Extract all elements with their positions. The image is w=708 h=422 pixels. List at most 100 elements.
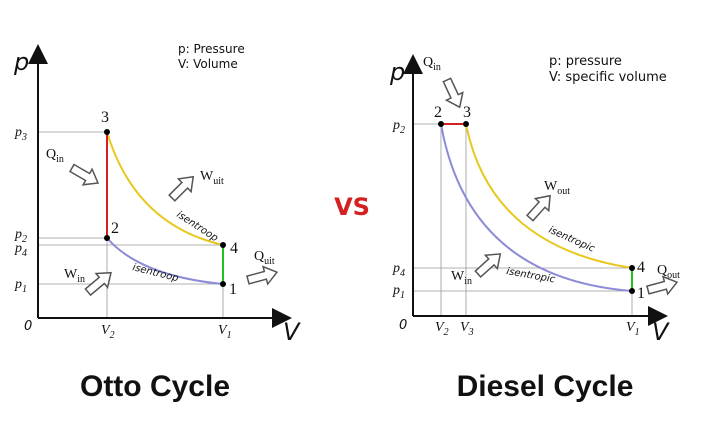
base: p [392, 283, 400, 298]
state-label: 4 [637, 259, 645, 276]
base: Q [657, 263, 667, 278]
base: W [544, 179, 558, 194]
base: V [460, 320, 470, 335]
process-label: isentropic [505, 266, 556, 285]
compression-curve [440, 123, 633, 292]
state-label: 2 [111, 220, 119, 237]
sub: out [667, 270, 680, 281]
base: Q [254, 249, 264, 264]
sub: 3 [468, 327, 474, 338]
otto-diagram: p V 0 p: Pressure V: Volume 3 2 4 1 p3 p… [13, 42, 301, 403]
sub: 2 [22, 234, 27, 245]
base: W [200, 169, 214, 184]
base: W [64, 267, 78, 282]
sub: 3 [21, 132, 27, 143]
state-point [104, 235, 110, 241]
title: Diesel Cycle [457, 370, 634, 403]
legend-item: p: Pressure [178, 42, 245, 56]
sub: 1 [400, 290, 405, 301]
base: V [218, 323, 228, 338]
work-out-label: Wout [544, 179, 570, 197]
state-label: 1 [637, 285, 645, 302]
volume-label: V1 [626, 320, 640, 338]
sub: 2 [444, 327, 449, 338]
base: p [14, 241, 22, 256]
base: W [451, 269, 465, 284]
state-point [438, 121, 444, 127]
sub: in [433, 62, 441, 73]
work-in-label: Win [64, 267, 85, 285]
state-label: 2 [434, 104, 442, 121]
heat-in-label: Qin [423, 55, 441, 73]
state-label: 4 [230, 240, 238, 257]
state-label: 3 [463, 104, 471, 121]
expansion-curve [465, 123, 633, 269]
base: Q [423, 55, 433, 70]
sub: uit [213, 176, 224, 187]
axis-label: p [13, 48, 29, 76]
sub: in [56, 154, 64, 165]
base: V [101, 323, 111, 338]
volume-label: V2 [435, 320, 449, 338]
state-point [220, 242, 226, 248]
pressure-label: p1 [14, 277, 27, 295]
axis-label: V [652, 318, 670, 346]
axis-label: V [283, 318, 301, 346]
volume-label: V1 [218, 323, 232, 341]
base: p [14, 227, 22, 242]
heat-out-label: Quit [254, 249, 275, 267]
sub: 1 [227, 330, 232, 341]
pressure-label: p1 [392, 283, 405, 301]
axis-label: p [389, 58, 405, 86]
state-point [629, 265, 635, 271]
diesel-diagram: p V 0 p: pressure V: specific volume 2 3… [389, 54, 680, 403]
base: p [14, 125, 22, 140]
pressure-label: p3 [14, 125, 27, 143]
heat-out-label: Qout [657, 263, 680, 281]
arrow [164, 169, 201, 206]
pressure-label: p2 [392, 118, 405, 136]
state-point [104, 129, 110, 135]
legend-item: V: Volume [178, 57, 238, 71]
sub: 2 [110, 330, 115, 341]
vs-label: VS [334, 193, 370, 221]
origin-label: 0 [24, 319, 32, 334]
arrow [522, 188, 558, 225]
origin-label: 0 [399, 318, 407, 333]
heat-in-label: Qin [46, 147, 64, 165]
arrow [471, 246, 508, 282]
sub: 1 [22, 284, 27, 295]
sub: uit [264, 256, 275, 267]
legend-item: p: pressure [549, 54, 622, 69]
pressure-label: p2 [14, 227, 27, 245]
base: V [435, 320, 445, 335]
base: V [626, 320, 636, 335]
process-label: isentroop [174, 209, 220, 244]
base: Q [46, 147, 56, 162]
base: p [14, 277, 22, 292]
pressure-label: p4 [14, 241, 27, 259]
arrow [81, 265, 118, 300]
sub: out [557, 186, 570, 197]
volume-label: V3 [460, 320, 474, 338]
sub: 4 [22, 248, 27, 259]
process-label: isentropic [547, 225, 597, 255]
arrow [66, 159, 104, 192]
state-label: 3 [101, 109, 109, 126]
sub: 2 [400, 125, 405, 136]
process-label: isentroop [131, 262, 179, 284]
base: p [392, 261, 400, 276]
pressure-label: p4 [392, 261, 405, 279]
sub: 4 [400, 268, 405, 279]
state-point [220, 281, 226, 287]
state-label: 1 [229, 281, 237, 298]
sub: 1 [635, 327, 640, 338]
legend-item: V: specific volume [549, 70, 667, 85]
arrow [244, 262, 281, 290]
sub: in [77, 274, 85, 285]
state-point [629, 288, 635, 294]
sub: in [464, 276, 472, 287]
expansion-curve [106, 131, 224, 246]
work-out-label: Wuit [200, 169, 224, 187]
